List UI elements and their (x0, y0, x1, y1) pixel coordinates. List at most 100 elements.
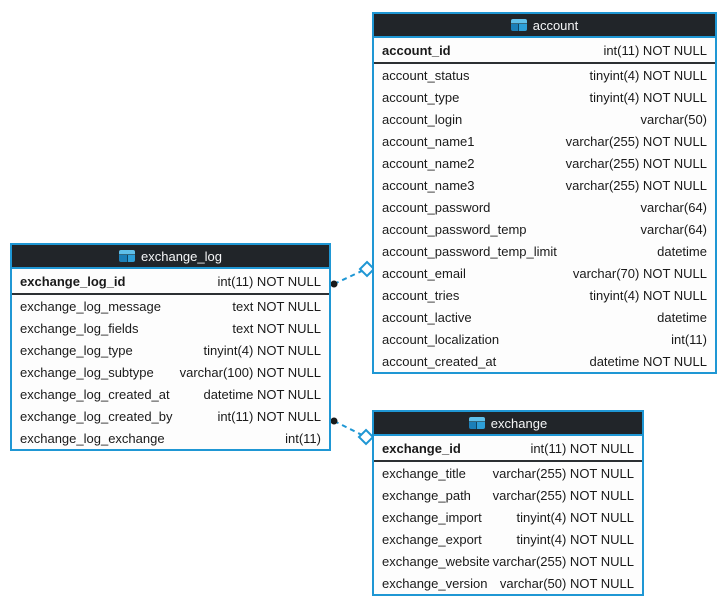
column-name: account_name2 (382, 155, 475, 171)
table-row[interactable]: exchange_log_created_at datetime NOT NULL (12, 383, 329, 405)
column-name: account_name3 (382, 177, 475, 193)
table-row[interactable]: account_name2 varchar(255) NOT NULL (374, 152, 715, 174)
table-row[interactable]: account_name1 varchar(255) NOT NULL (374, 130, 715, 152)
column-name: exchange_log_type (20, 342, 133, 358)
column-type: varchar(50) NOT NULL (499, 575, 634, 591)
column-type: varchar(100) NOT NULL (179, 364, 321, 380)
primary-key-row[interactable]: exchange_id int(11) NOT NULL (374, 436, 642, 462)
table-row[interactable]: exchange_title varchar(255) NOT NULL (374, 462, 642, 484)
table-account: account account_id int(11) NOT NULL acco… (372, 12, 717, 374)
column-name: exchange_version (382, 575, 488, 591)
column-name: account_lactive (382, 309, 472, 325)
column-type: int(11) NOT NULL (217, 273, 321, 289)
column-name: exchange_id (382, 440, 461, 456)
table-icon (510, 19, 527, 31)
column-name: account_password_temp_limit (382, 243, 557, 259)
column-name: exchange_log_exchange (20, 430, 165, 446)
column-name: account_status (382, 67, 470, 83)
column-name: exchange_log_subtype (20, 364, 154, 380)
table-body: exchange_title varchar(255) NOT NULL excha… (374, 462, 642, 594)
table-row[interactable]: account_password varchar(64) (374, 196, 715, 218)
column-type: varchar(50) (640, 111, 707, 127)
column-name: account_localization (382, 331, 500, 347)
table-row[interactable]: exchange_log_exchange int(11) (12, 427, 329, 449)
table-header-exchange-log[interactable]: exchange_log (12, 245, 329, 269)
column-type: int(11) (671, 331, 707, 347)
column-name: account_login (382, 111, 463, 127)
table-row[interactable]: exchange_log_subtype varchar(100) NOT NUL… (12, 361, 329, 383)
column-name: exchange_import (382, 509, 482, 525)
table-row[interactable]: exchange_version varchar(50) NOT NULL (374, 572, 642, 594)
table-row[interactable]: account_localization int(11) (374, 328, 715, 350)
column-name: exchange_website (382, 553, 490, 569)
primary-key-row[interactable]: exchange_log_id int(11) NOT NULL (12, 269, 329, 295)
table-row[interactable]: account_password_temp varchar(64) (374, 218, 715, 240)
column-name: exchange_log_created_by (20, 408, 173, 424)
column-type: int(11) (285, 430, 321, 446)
column-type: text NOT NULL (232, 320, 321, 336)
column-name: account_password (382, 199, 491, 215)
table-body: exchange_log_message text NOT NULL exchang… (12, 295, 329, 449)
column-type: varchar(255) NOT NULL (492, 487, 634, 503)
column-name: account_name1 (382, 133, 475, 149)
table-row[interactable]: account_password_temp_limit datetime (374, 240, 715, 262)
connector-dot (330, 280, 338, 288)
table-exchange: exchange exchange_id int(11) NOT NULL ex… (372, 410, 644, 596)
table-icon (119, 250, 136, 262)
column-name: exchange_title (382, 465, 466, 481)
column-type: int(11) NOT NULL (530, 440, 634, 456)
table-row[interactable]: account_created_at datetime NOT NULL (374, 350, 715, 372)
column-type: varchar(255) NOT NULL (565, 133, 707, 149)
column-type: datetime (657, 243, 707, 259)
table-row[interactable]: exchange_log_created_by int(11) NOT NULL (12, 405, 329, 427)
column-type: tinyint(4) NOT NULL (589, 89, 707, 105)
column-type: varchar(64) (640, 199, 707, 215)
column-name: exchange_path (382, 487, 471, 503)
column-type: tinyint(4) NOT NULL (203, 342, 321, 358)
table-row[interactable]: account_tries tinyint(4) NOT NULL (374, 284, 715, 306)
column-name: exchange_export (382, 531, 482, 547)
table-row[interactable]: exchange_log_message text NOT NULL (12, 295, 329, 317)
table-title: exchange (490, 415, 548, 431)
column-name: exchange_log_message (20, 298, 161, 314)
table-body: account_status tinyint(4) NOT NULL account… (374, 64, 715, 372)
table-row[interactable]: exchange_import tinyint(4) NOT NULL (374, 506, 642, 528)
column-name: account_created_at (382, 353, 497, 369)
table-header-account[interactable]: account (374, 14, 715, 38)
column-type: int(11) NOT NULL (217, 408, 321, 424)
table-row[interactable]: account_type tinyint(4) NOT NULL (374, 86, 715, 108)
column-name: account_email (382, 265, 466, 281)
column-type: datetime NOT NULL (203, 386, 321, 402)
table-row[interactable]: exchange_log_fields text NOT NULL (12, 317, 329, 339)
table-row[interactable]: exchange_path varchar(255) NOT NULL (374, 484, 642, 506)
table-title: account (532, 17, 579, 33)
column-name: exchange_log_created_at (20, 386, 170, 402)
column-type: varchar(255) NOT NULL (565, 155, 707, 171)
column-name: exchange_log_id (20, 273, 126, 289)
table-row[interactable]: account_email varchar(70) NOT NULL (374, 262, 715, 284)
column-type: int(11) NOT NULL (603, 42, 707, 58)
column-type: varchar(255) NOT NULL (492, 465, 634, 481)
column-name: account_tries (382, 287, 460, 303)
table-row[interactable]: account_status tinyint(4) NOT NULL (374, 64, 715, 86)
table-row[interactable]: account_login varchar(50) (374, 108, 715, 130)
column-type: datetime NOT NULL (589, 353, 707, 369)
connector-dot (330, 417, 338, 425)
table-icon (468, 417, 485, 429)
connector-exchange-log-account[interactable] (330, 260, 376, 288)
table-title: exchange_log (141, 248, 222, 264)
column-type: varchar(255) NOT NULL (492, 553, 634, 569)
table-row[interactable]: account_lactive datetime (374, 306, 715, 328)
connector-exchange-log-exchange[interactable] (330, 417, 375, 446)
table-row[interactable]: exchange_export tinyint(4) NOT NULL (374, 528, 642, 550)
table-row[interactable]: exchange_website varchar(255) NOT NULL (374, 550, 642, 572)
primary-key-row[interactable]: account_id int(11) NOT NULL (374, 38, 715, 64)
column-type: datetime (657, 309, 707, 325)
table-exchange-log: exchange_log exchange_log_id int(11) NOT… (10, 243, 331, 451)
column-type: varchar(70) NOT NULL (572, 265, 707, 281)
table-row[interactable]: exchange_log_type tinyint(4) NOT NULL (12, 339, 329, 361)
column-name: account_type (382, 89, 460, 105)
table-row[interactable]: account_name3 varchar(255) NOT NULL (374, 174, 715, 196)
table-header-exchange[interactable]: exchange (374, 412, 642, 436)
